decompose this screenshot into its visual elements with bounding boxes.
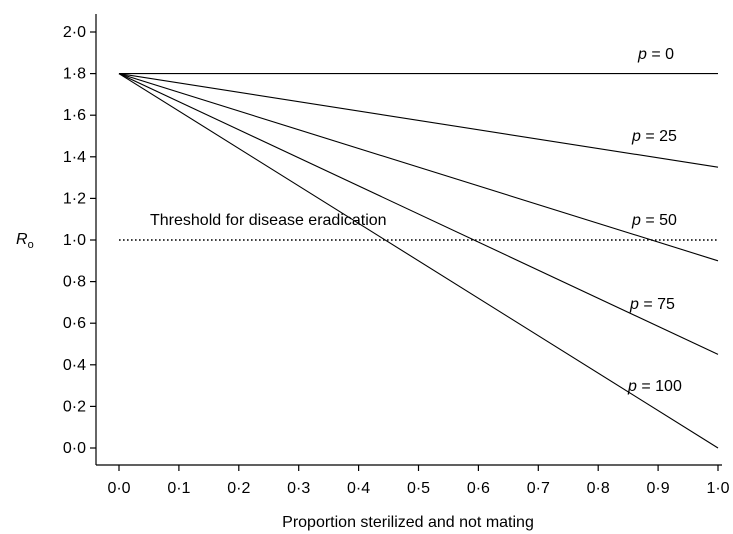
y-tick-label: 0·8	[63, 274, 86, 291]
series-label: p = 25	[631, 128, 677, 145]
y-tick-label: 1·0	[63, 232, 86, 249]
x-tick-label: 0·6	[467, 480, 490, 497]
series-line	[118, 73, 719, 262]
threshold: Threshold for disease eradication	[119, 212, 718, 241]
series-label: p = 0	[637, 46, 674, 63]
y-tick-label: 1·8	[63, 66, 86, 83]
series-lines	[118, 73, 719, 449]
x-axis-title: Proportion sterilized and not mating	[282, 514, 534, 531]
series-label: p = 50	[631, 212, 677, 229]
x-tick-label: 0·1	[167, 480, 190, 497]
y-axis-title-subscript: o	[28, 239, 34, 251]
y-axis-title: Ro	[16, 231, 34, 251]
series-line	[118, 73, 719, 168]
x-tick-label: 1·0	[706, 480, 729, 497]
y-tick-label: 1·4	[63, 149, 86, 166]
x-tick-label: 0·0	[107, 480, 130, 497]
axes: 0·0 0·2 0·4 0·6 0·8 1·0 1·2 1·4 1·6 1·8 2·0 0·0 0·1 0…	[63, 14, 730, 497]
series-label: p = 75	[629, 296, 675, 313]
y-tick-label: 1·2	[63, 190, 86, 207]
series-line	[118, 73, 719, 449]
threshold-label: Threshold for disease eradication	[150, 212, 387, 229]
x-tick-label: 0·5	[407, 480, 430, 497]
y-tick-label: 0·0	[63, 440, 86, 457]
series-line	[118, 73, 719, 355]
x-tick-label: 0·7	[527, 480, 550, 497]
y-tick-label: 1·6	[63, 107, 86, 124]
y-tick-label: 0·6	[63, 315, 86, 332]
y-tick-label: 0·2	[63, 398, 86, 415]
x-tick-label: 0·9	[647, 480, 670, 497]
x-tick-label: 0·2	[227, 480, 250, 497]
x-tick-label: 0·4	[347, 480, 370, 497]
series-label: p = 100	[627, 378, 682, 395]
series-labels: p = 0 p = 25 p = 50 p = 75 p = 100	[627, 46, 682, 395]
y-axis-title-main: R	[16, 231, 28, 248]
y-tick-label: 0·4	[63, 357, 86, 374]
x-tick-label: 0·8	[587, 480, 610, 497]
y-tick-label: 2·0	[63, 24, 86, 41]
x-tick-label: 0·3	[287, 480, 310, 497]
